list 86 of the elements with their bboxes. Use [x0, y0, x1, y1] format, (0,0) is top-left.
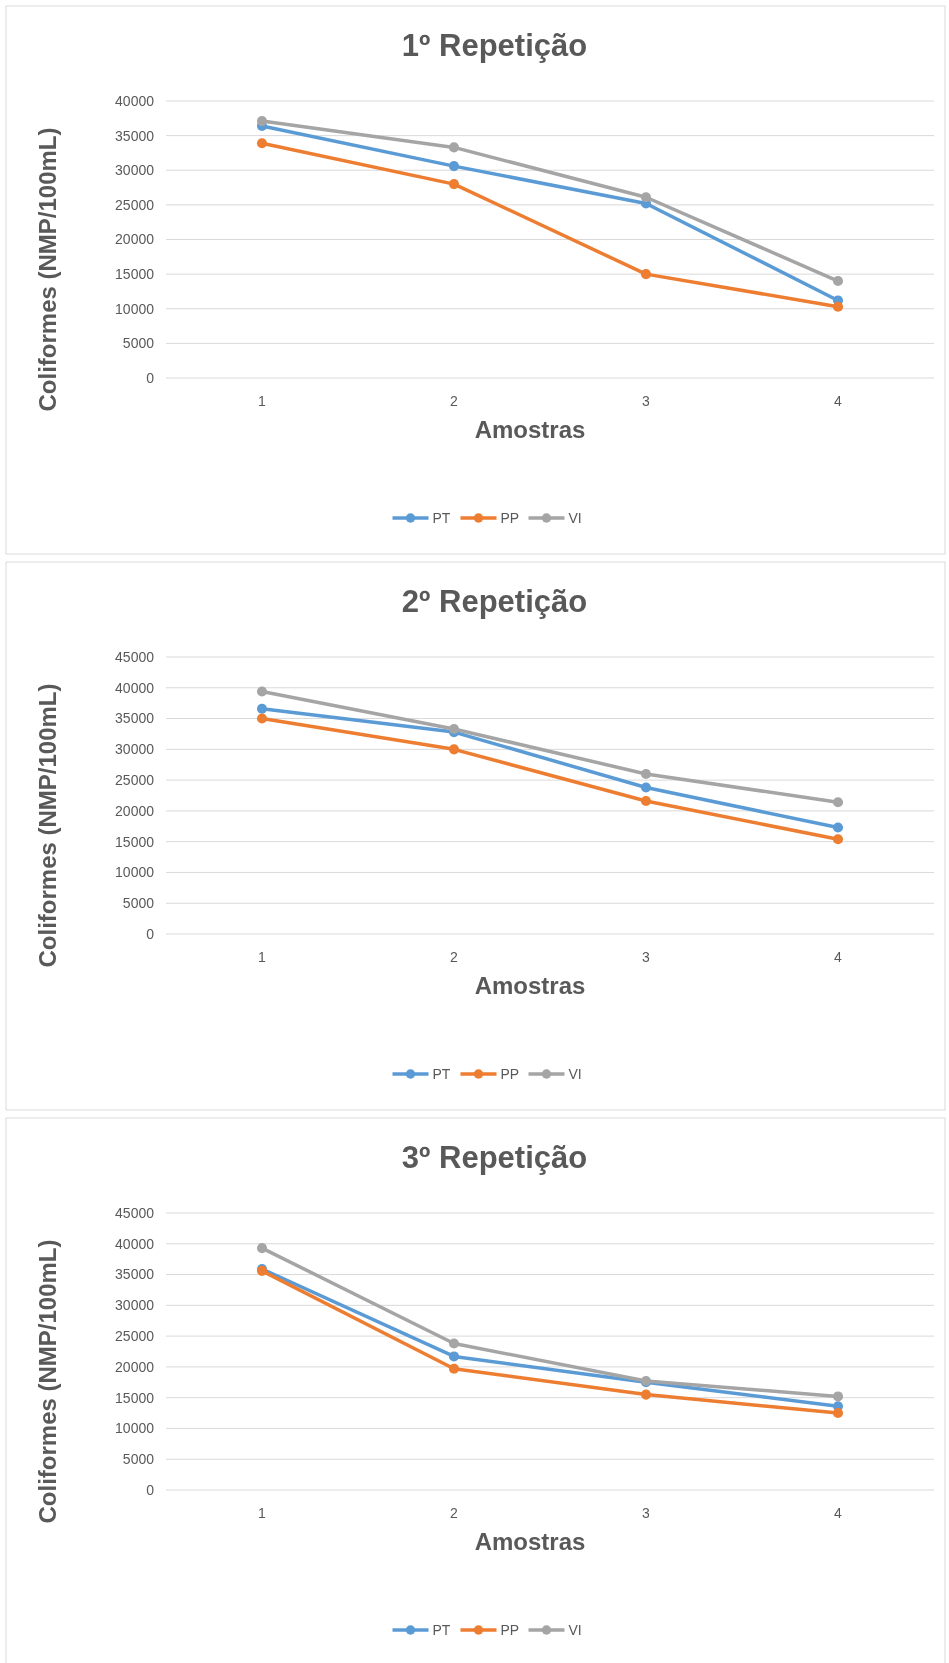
x-tick-label: 2 [450, 1505, 459, 1521]
y-axis-title: Coliformes (NMP/100mL) [34, 1239, 61, 1524]
y-tick-label: 40000 [115, 679, 155, 696]
y-tick-label: 20000 [115, 1358, 155, 1375]
point [640, 1389, 652, 1400]
x-tick-label: 1 [258, 1505, 267, 1521]
x-tick-label: 2 [450, 949, 459, 965]
y-tick-label: 15000 [115, 833, 155, 850]
point [256, 116, 268, 127]
y-tick-label: 5000 [122, 895, 155, 912]
y-tick-label: 45000 [115, 648, 155, 665]
legend-label: PP [500, 509, 520, 526]
x-tick-label: 3 [642, 1505, 651, 1521]
point [448, 179, 460, 190]
point [832, 797, 844, 808]
legend-label: PP [500, 1065, 520, 1082]
point [256, 138, 268, 149]
y-tick-label: 20000 [115, 802, 155, 819]
point [256, 703, 268, 714]
point [832, 834, 844, 845]
y-tick-label: 5000 [122, 335, 155, 352]
y-tick-label: 10000 [115, 1420, 155, 1437]
chart-title: 3º Repetição [401, 1140, 588, 1175]
y-tick-label: 30000 [115, 741, 155, 758]
legend-label: PT [432, 1621, 451, 1638]
x-tick-label: 3 [642, 393, 651, 409]
legend-label: VI [568, 509, 582, 526]
point [256, 686, 268, 697]
y-tick-label: 45000 [115, 1204, 155, 1221]
x-tick-label: 3 [642, 949, 651, 965]
x-axis-title: Amostras [474, 972, 586, 999]
point [448, 1351, 460, 1362]
x-tick-label: 2 [450, 393, 459, 409]
y-tick-label: 25000 [115, 196, 155, 213]
chart-title: 1º Repetição [401, 28, 588, 63]
point [832, 1391, 844, 1402]
point [448, 744, 460, 755]
y-tick-label: 10000 [115, 300, 155, 317]
point [640, 782, 652, 793]
y-tick-label: 25000 [115, 772, 155, 789]
x-axis-title: Amostras [474, 416, 586, 443]
y-tick-label: 0 [146, 369, 155, 386]
y-tick-label: 0 [146, 1481, 155, 1498]
x-tick-label: 4 [834, 1505, 843, 1521]
y-tick-label: 15000 [115, 266, 155, 283]
y-tick-label: 30000 [115, 162, 155, 179]
chart-title: 2º Repetição [401, 584, 588, 619]
point [832, 822, 844, 833]
y-tick-label: 35000 [115, 710, 155, 727]
legend-label: VI [568, 1065, 582, 1082]
x-tick-label: 1 [258, 949, 267, 965]
y-tick-label: 15000 [115, 1389, 155, 1406]
point [448, 1338, 460, 1349]
y-axis-title: Coliformes (NMP/100mL) [34, 127, 61, 412]
point [448, 161, 460, 172]
point [448, 1363, 460, 1374]
point [640, 796, 652, 807]
legend-label: PP [500, 1621, 520, 1638]
y-tick-label: 30000 [115, 1297, 155, 1314]
y-tick-label: 35000 [115, 127, 155, 144]
y-tick-label: 40000 [115, 1235, 155, 1252]
point [832, 276, 844, 287]
point [832, 1408, 844, 1419]
y-tick-label: 5000 [122, 1451, 155, 1468]
point [640, 192, 652, 203]
y-tick-label: 35000 [115, 1266, 155, 1283]
x-tick-label: 4 [834, 393, 843, 409]
point [448, 723, 460, 735]
y-tick-label: 25000 [115, 1328, 155, 1345]
x-tick-label: 1 [258, 393, 267, 409]
legend-label: PT [432, 1065, 451, 1082]
y-tick-label: 10000 [115, 864, 155, 881]
point [640, 768, 652, 779]
y-axis-title: Coliformes (NMP/100mL) [34, 683, 61, 968]
point [256, 1243, 268, 1254]
x-tick-label: 4 [834, 949, 843, 965]
x-axis-title: Amostras [474, 1528, 586, 1555]
point [832, 301, 844, 312]
point [256, 713, 268, 724]
y-tick-label: 40000 [115, 92, 155, 109]
point [448, 142, 460, 153]
point [640, 269, 652, 280]
y-tick-label: 0 [146, 925, 155, 942]
legend-label: PT [432, 509, 451, 526]
legend-label: VI [568, 1621, 582, 1638]
y-tick-label: 20000 [115, 231, 155, 248]
